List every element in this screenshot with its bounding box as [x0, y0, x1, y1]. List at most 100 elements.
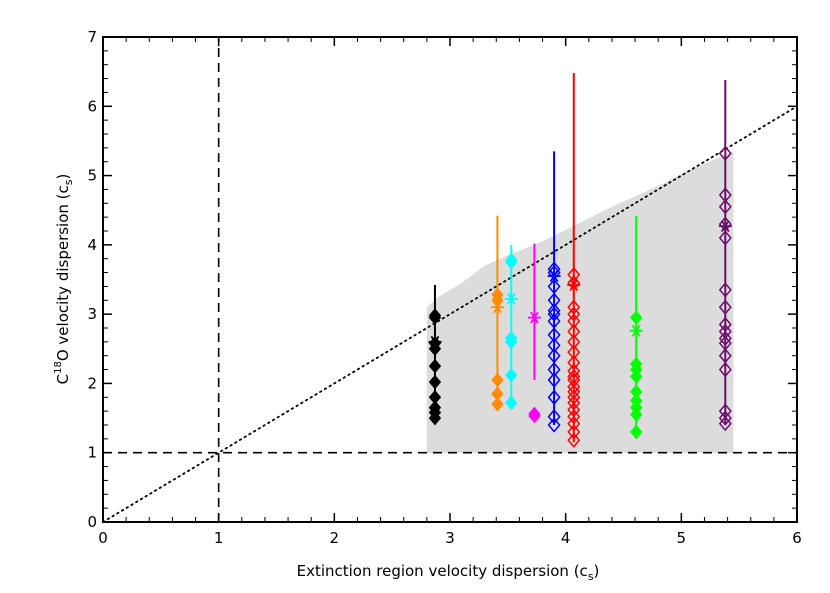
y-tick-label: 7	[87, 28, 97, 46]
data-point-open-diamond	[567, 354, 581, 371]
x-axis-label-main: Extinction region velocity dispersion (c	[297, 562, 588, 580]
data-point-open-diamond	[567, 432, 581, 448]
data-point-filled-diamond	[505, 395, 518, 411]
asterisk-marker	[490, 301, 504, 314]
data-point-open-diamond	[547, 327, 561, 343]
reference-lines-layer	[102, 37, 798, 523]
shaded-region	[426, 151, 734, 453]
data-point-open-diamond	[547, 337, 561, 353]
y-axis-label-end: )	[54, 174, 72, 180]
data-point-open-diamond	[547, 389, 561, 405]
y-tick-label: 2	[87, 374, 97, 392]
data-point-filled-diamond	[505, 252, 518, 268]
data-point-open-diamond	[547, 417, 561, 433]
data-point-filled-diamond	[491, 396, 504, 412]
series-7	[718, 79, 732, 432]
y-axis-label-main: O velocity dispersion (c	[54, 185, 72, 361]
data-layer	[428, 73, 732, 448]
data-point-open-diamond	[567, 344, 581, 360]
y-tick-label: 1	[87, 444, 97, 462]
y-tick-label: 6	[87, 97, 97, 115]
asterisk-stroke	[430, 335, 440, 348]
data-point-open-diamond	[567, 368, 581, 385]
data-point-open-diamond	[567, 323, 581, 340]
data-point-open-diamond	[567, 363, 581, 379]
data-point-filled-diamond	[428, 374, 442, 390]
x-tick-label: 2	[330, 529, 340, 547]
data-point-filled-diamond	[505, 367, 518, 383]
data-point-open-diamond	[547, 348, 561, 364]
data-point-filled-diamond	[428, 358, 442, 374]
x-tick-label: 5	[677, 529, 687, 547]
data-point-open-diamond	[718, 361, 732, 378]
data-point-open-diamond	[718, 187, 732, 203]
data-point-open-diamond	[567, 409, 581, 425]
data-point-open-diamond	[718, 415, 732, 432]
data-point-open-diamond	[567, 266, 581, 283]
data-point-open-diamond	[547, 313, 561, 329]
y-axis-label-c: C	[54, 374, 72, 384]
y-tick-label: 4	[87, 236, 97, 254]
data-point-filled-diamond	[491, 386, 504, 402]
data-point-filled-diamond	[630, 384, 643, 400]
data-point-open-diamond	[547, 303, 561, 319]
asterisk-stroke	[530, 311, 539, 324]
series-1	[490, 215, 504, 412]
data-point-filled-diamond	[428, 308, 442, 323]
data-point-filled-diamond	[528, 406, 541, 422]
data-point-open-diamond	[567, 395, 581, 411]
data-point-filled-diamond	[428, 400, 442, 415]
asterisk-stroke	[569, 279, 579, 292]
x-tick-label: 1	[214, 529, 224, 547]
asterisk-marker	[567, 279, 581, 292]
data-point-open-diamond	[547, 361, 561, 378]
data-point-open-diamond	[718, 316, 732, 333]
asterisk-stroke	[493, 301, 502, 314]
data-point-open-diamond	[718, 348, 732, 364]
data-point-open-diamond	[567, 424, 581, 440]
data-point-open-diamond	[547, 409, 561, 425]
data-point-open-diamond	[718, 282, 732, 298]
data-point-open-diamond	[567, 379, 581, 395]
x-axis-label-subscript: s	[588, 570, 594, 583]
data-point-filled-diamond	[428, 390, 442, 405]
y-axis-label-superscript: 18	[53, 361, 64, 374]
x-tick-label: 4	[561, 529, 571, 547]
series-0	[428, 285, 442, 426]
data-point-open-diamond	[567, 306, 581, 322]
data-point-open-diamond	[718, 230, 732, 246]
asterisk-marker	[629, 324, 643, 337]
asterisk-marker	[718, 220, 732, 233]
data-point-open-diamond	[567, 415, 581, 432]
asterisk-marker	[527, 311, 541, 324]
shaded-region-layer	[426, 151, 734, 453]
x-tick-label: 6	[792, 529, 802, 547]
x-tick-label: 3	[445, 529, 455, 547]
y-tick-label: 3	[87, 305, 97, 323]
series-4	[547, 151, 561, 433]
data-point-open-diamond	[567, 402, 581, 418]
data-point-filled-diamond	[491, 287, 504, 303]
series-5	[567, 73, 581, 448]
asterisk-marker	[547, 270, 561, 283]
data-point-open-diamond	[567, 313, 581, 329]
data-point-open-diamond	[547, 278, 561, 295]
data-point-open-diamond	[547, 372, 561, 388]
x-axis-label: Extinction region velocity dispersion (c…	[297, 562, 600, 583]
data-point-filled-diamond	[630, 424, 643, 440]
data-point-open-diamond	[718, 145, 732, 162]
x-tick-label: 0	[98, 529, 108, 547]
data-point-open-diamond	[567, 389, 581, 405]
asterisk-marker	[428, 335, 442, 348]
y-axis-label: C18O velocity dispersion (cs)	[53, 174, 75, 385]
series-6	[629, 215, 643, 440]
data-point-open-diamond	[718, 199, 732, 215]
data-point-open-diamond	[718, 403, 732, 419]
data-point-open-diamond	[718, 330, 732, 347]
y-axis-label-subscript: s	[62, 179, 75, 185]
data-point-filled-diamond	[630, 310, 643, 325]
x-axis-label-end: )	[594, 562, 600, 580]
data-point-filled-diamond	[630, 393, 643, 409]
